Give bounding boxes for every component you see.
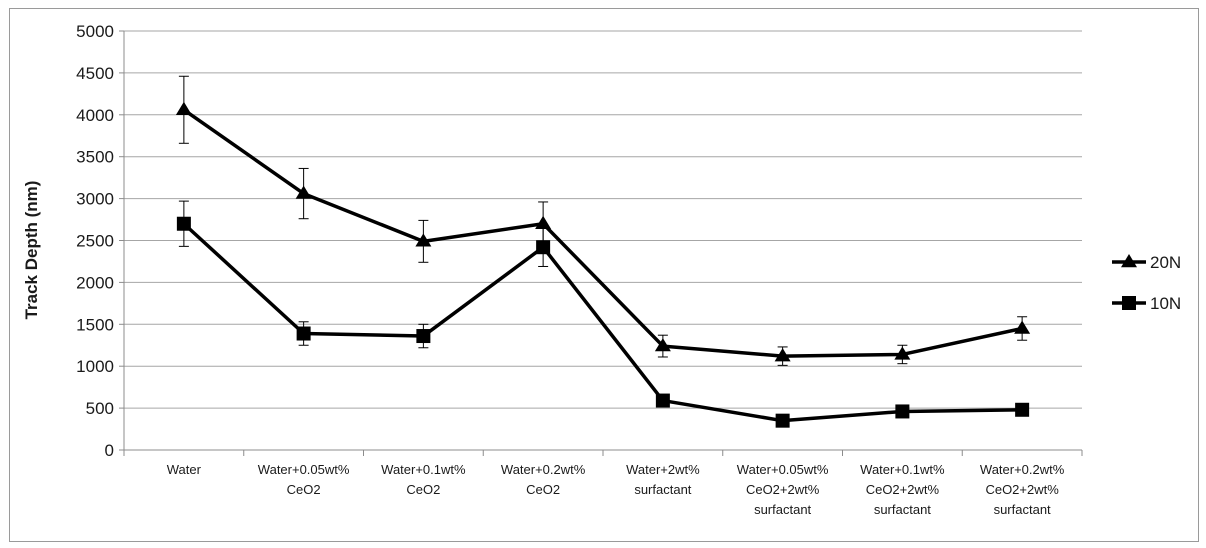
y-tick-label: 1500 (76, 315, 114, 334)
data-point (175, 101, 192, 115)
x-tick-label: Water+0.05wt% CeO2 (258, 462, 350, 497)
data-point (416, 329, 431, 344)
legend-marker (1122, 296, 1136, 310)
data-point (1014, 320, 1031, 334)
y-tick-label: 5000 (76, 22, 114, 41)
legend-marker (1121, 254, 1137, 268)
line-chart: 0 500 1000 1500 2000 2500 3000 3500 4000 4500 5000… (22, 22, 1181, 517)
x-tick-label: Water+0.2wt% CeO2 (501, 462, 586, 497)
data-point (296, 326, 311, 341)
data-point (176, 216, 191, 231)
y-tick-label: 3500 (76, 148, 114, 167)
legend-label: 20N (1150, 253, 1181, 272)
data-point (535, 215, 552, 229)
y-tick-label: 0 (105, 441, 114, 460)
data-point (1015, 402, 1030, 417)
y-tick-label: 4500 (76, 64, 114, 83)
legend: 20N 10N (1112, 253, 1181, 313)
chart-frame: 0 500 1000 1500 2000 2500 3000 3500 4000 4500 5000… (9, 8, 1199, 542)
axes (119, 30, 1083, 456)
x-tick-label: Water+2wt% surfactant (626, 462, 700, 497)
x-tick-labels: Water Water+0.05wt% CeO2 Water+0.1wt% CeO2 Wa… (167, 462, 1065, 517)
y-tick-label: 1000 (76, 357, 114, 376)
data-point (655, 393, 670, 408)
x-tick-label: Water+0.05wt% CeO2+2wt% surfactant (737, 462, 829, 517)
x-tick-label: Water+0.2wt% CeO2+2wt% surfactant (980, 462, 1065, 517)
data-point (774, 348, 791, 362)
series-line (182, 222, 1023, 423)
data-point (415, 233, 432, 247)
data-point (536, 240, 551, 255)
x-tick-label: Water+0.1wt% CeO2 (381, 462, 466, 497)
x-tick-label: Water (167, 462, 202, 477)
series (175, 75, 1031, 428)
y-tick-label: 2500 (76, 232, 114, 251)
data-point (654, 338, 671, 352)
data-point (775, 413, 790, 428)
legend-item-10N: 10N (1112, 294, 1181, 313)
x-tick-label: Water+0.1wt% CeO2+2wt% surfactant (860, 462, 945, 517)
y-tick-labels: 0 500 1000 1500 2000 2500 3000 3500 4000 4500 5000 (76, 22, 114, 460)
series-10N (176, 200, 1030, 428)
data-point (295, 185, 312, 199)
y-tick-label: 500 (86, 399, 114, 418)
legend-item-20N: 20N (1112, 253, 1181, 272)
y-axis-title: Track Depth (nm) (22, 181, 41, 320)
data-point (894, 346, 911, 360)
y-tick-label: 3000 (76, 190, 114, 209)
series-line (182, 108, 1023, 358)
y-tick-label: 4000 (76, 106, 114, 125)
series-20N (175, 75, 1031, 366)
data-point (895, 404, 910, 419)
gridlines (124, 30, 1082, 409)
legend-label: 10N (1150, 294, 1181, 313)
y-tick-label: 2000 (76, 273, 114, 292)
